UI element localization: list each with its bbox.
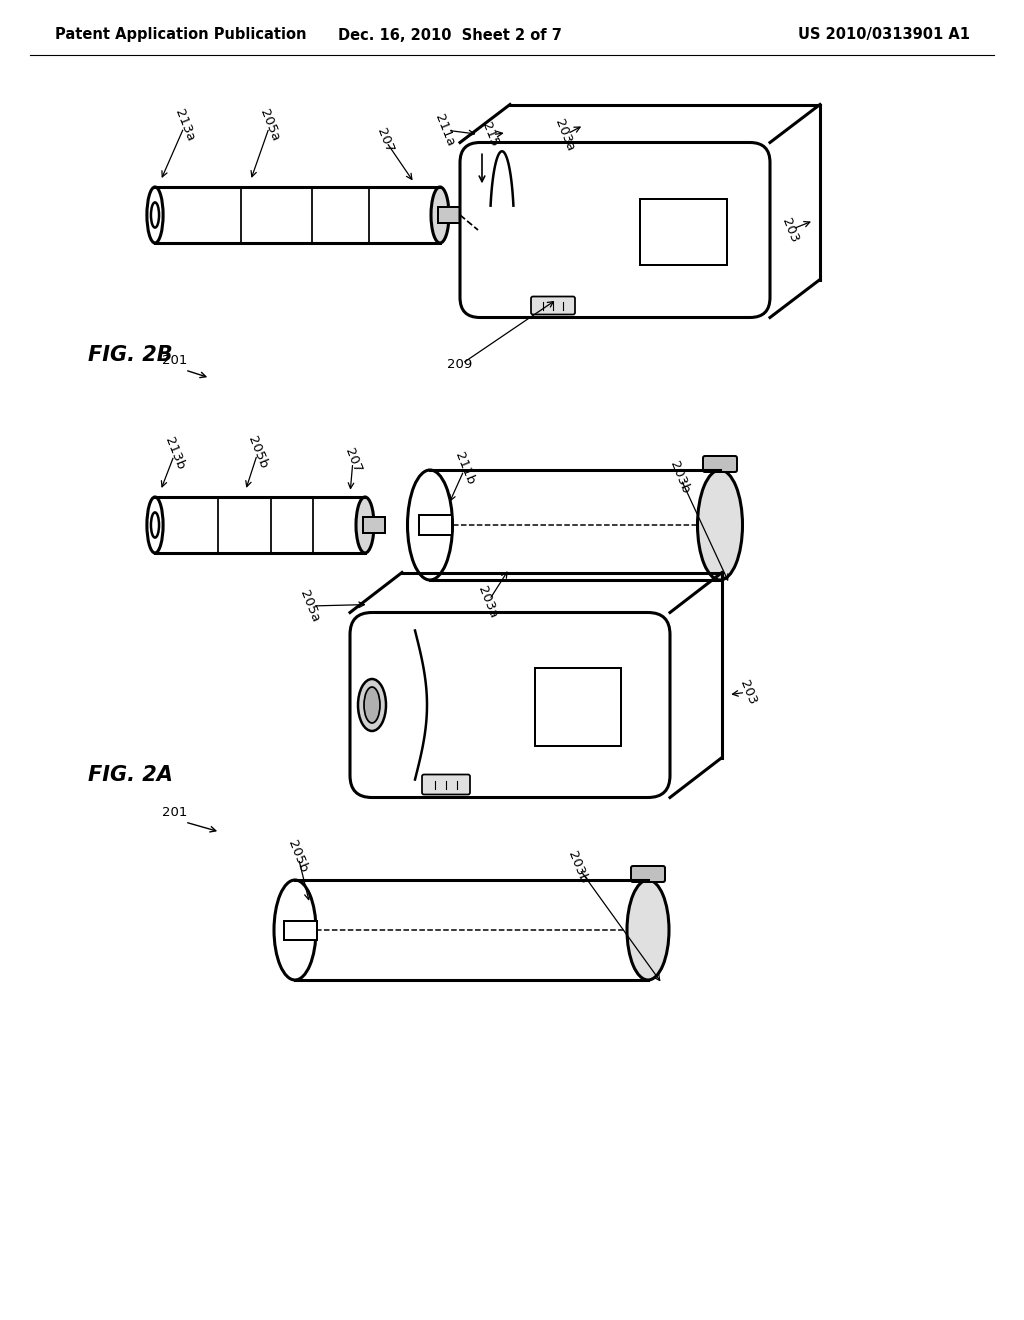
Ellipse shape — [697, 470, 742, 579]
Ellipse shape — [364, 686, 380, 723]
Text: 203b: 203b — [565, 849, 591, 886]
Bar — [284, 920, 317, 940]
Bar — [535, 668, 622, 746]
Text: 205b: 205b — [286, 838, 310, 874]
Text: FIG. 2B: FIG. 2B — [88, 345, 173, 366]
Ellipse shape — [358, 678, 386, 731]
Text: 203b: 203b — [668, 459, 692, 495]
FancyBboxPatch shape — [531, 297, 575, 314]
Text: 205a: 205a — [258, 107, 283, 143]
Text: 213b: 213b — [163, 434, 187, 471]
FancyBboxPatch shape — [703, 455, 737, 473]
Text: FIG. 2A: FIG. 2A — [88, 766, 173, 785]
FancyBboxPatch shape — [631, 866, 665, 882]
Ellipse shape — [431, 187, 449, 243]
Text: 203: 203 — [779, 215, 801, 244]
Text: 203a: 203a — [476, 583, 501, 620]
Text: 205b: 205b — [246, 434, 270, 470]
Bar — [640, 198, 727, 265]
Text: 211b: 211b — [453, 450, 477, 486]
Text: 203a: 203a — [553, 117, 578, 153]
Text: 205a: 205a — [298, 587, 323, 624]
Text: 213a: 213a — [173, 107, 198, 143]
Text: 215: 215 — [479, 120, 501, 149]
Text: Dec. 16, 2010  Sheet 2 of 7: Dec. 16, 2010 Sheet 2 of 7 — [338, 28, 562, 42]
Text: 207: 207 — [374, 125, 396, 154]
Text: 203: 203 — [737, 677, 759, 706]
FancyBboxPatch shape — [422, 775, 470, 795]
Text: Patent Application Publication: Patent Application Publication — [55, 28, 306, 42]
Text: 207: 207 — [342, 446, 364, 474]
Bar — [419, 515, 452, 536]
Text: US 2010/0313901 A1: US 2010/0313901 A1 — [798, 28, 970, 42]
Text: 211a: 211a — [433, 112, 458, 148]
Bar — [438, 207, 460, 223]
Text: 201: 201 — [163, 354, 187, 367]
Text: 209: 209 — [447, 359, 473, 371]
Bar — [362, 517, 385, 533]
Text: 201: 201 — [163, 805, 187, 818]
Ellipse shape — [627, 880, 669, 979]
Ellipse shape — [356, 498, 374, 553]
